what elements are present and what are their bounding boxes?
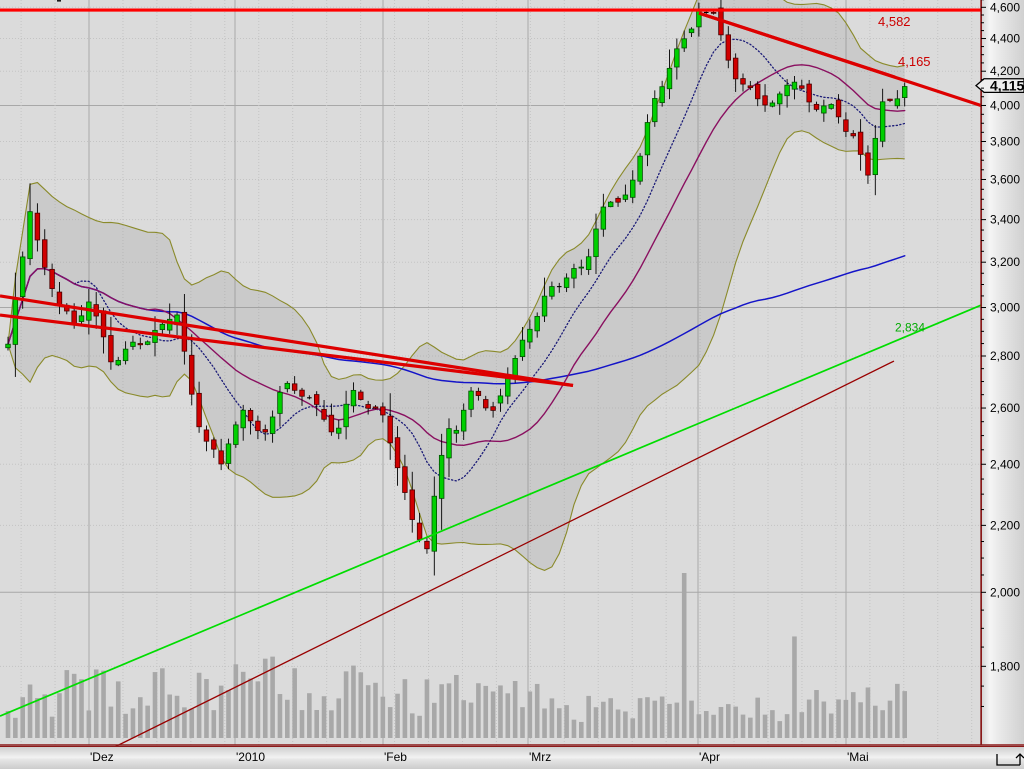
svg-text:3,800: 3,800 [990, 135, 1020, 149]
svg-text:4,200: 4,200 [990, 64, 1020, 78]
svg-text:1,800: 1,800 [990, 659, 1020, 673]
svg-text:4,400: 4,400 [990, 32, 1020, 46]
svg-text:4,600: 4,600 [990, 0, 1020, 14]
svg-text:3,600: 3,600 [990, 172, 1020, 186]
svg-text:4,115: 4,115 [990, 77, 1024, 93]
svg-text:2,800: 2,800 [990, 349, 1020, 363]
svg-text:2,400: 2,400 [990, 457, 1020, 471]
svg-text:3,400: 3,400 [990, 213, 1020, 227]
svg-text:4,000: 4,000 [990, 98, 1020, 112]
svg-text:3,200: 3,200 [990, 255, 1020, 269]
svg-text:2,200: 2,200 [990, 518, 1020, 532]
svg-text:2,600: 2,600 [990, 401, 1020, 415]
svg-text:3,000: 3,000 [990, 301, 1020, 315]
svg-text:2,000: 2,000 [990, 585, 1020, 599]
